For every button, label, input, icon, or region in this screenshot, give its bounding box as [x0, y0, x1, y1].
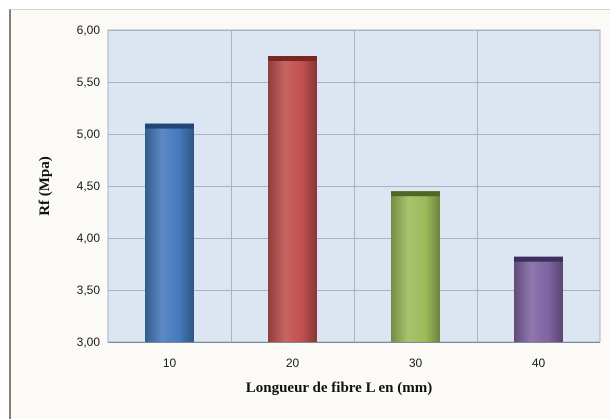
x-tick-label: 20	[286, 356, 300, 370]
chart-frame: 3,00 3,50 4,00 4,50 5,00 5,50 6,00 10 20 30 40 Lo…	[9, 9, 610, 419]
bar-top-20	[268, 56, 317, 61]
y-tick-label: 3,00	[77, 335, 101, 349]
bar-40	[514, 256, 563, 342]
x-tick-label: 10	[163, 356, 177, 370]
y-axis-title: Rf (Mpa)	[37, 156, 53, 216]
bars	[145, 56, 563, 342]
x-tick-labels: 10 20 30 40	[163, 356, 546, 370]
y-tick-label: 4,50	[77, 179, 101, 193]
x-tick-label: 30	[409, 356, 423, 370]
bar-chart: 3,00 3,50 4,00 4,50 5,00 5,50 6,00 10 20 30 40 Lo…	[37, 23, 601, 396]
bar-20	[268, 56, 317, 342]
y-tick-label: 6,00	[77, 23, 101, 37]
y-tick-label: 5,00	[77, 127, 101, 141]
bar-10	[145, 123, 194, 342]
bar-top-10	[145, 123, 194, 129]
y-tick-label: 5,50	[77, 75, 101, 89]
bar-top-30	[391, 191, 440, 197]
y-tick-label: 3,50	[77, 283, 101, 297]
bar-top-40	[514, 256, 563, 262]
x-axis-title: Longueur de fibre L en (mm)	[246, 380, 433, 396]
y-tick-labels: 3,00 3,50 4,00 4,50 5,00 5,50 6,00	[77, 23, 101, 349]
x-tick-label: 40	[532, 356, 546, 370]
bar-30	[391, 191, 440, 342]
y-tick-label: 4,00	[77, 231, 101, 245]
